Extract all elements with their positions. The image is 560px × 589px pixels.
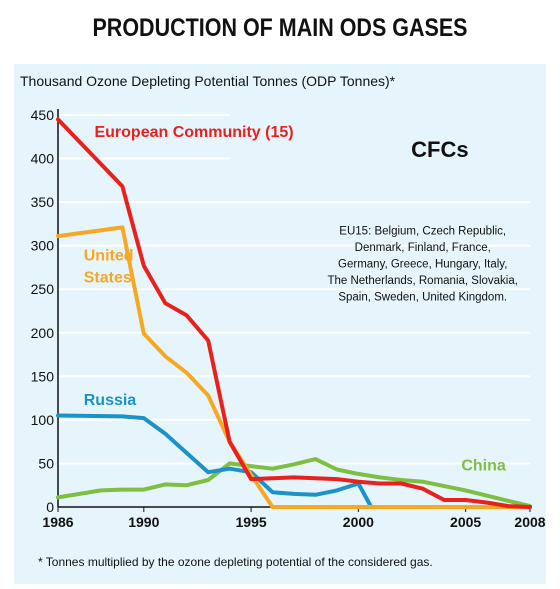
annotation-eu15-line: EU15: Belgium, Czech Republic, — [339, 225, 506, 237]
x-tick-label: 1986 — [42, 514, 73, 530]
series-line-russia — [56, 413, 532, 509]
x-tick-label: 2008 — [514, 514, 545, 530]
annotation-cfcs: CFCs — [411, 137, 468, 162]
y-tick-label: 450 — [31, 107, 55, 123]
annotation-eu15-line: Denmark, Finland, France, — [355, 242, 491, 254]
x-tick-label: 2005 — [450, 514, 481, 530]
y-tick-label: 350 — [31, 194, 55, 210]
x-tick-label: 1990 — [128, 514, 159, 530]
series-label-china: China — [461, 457, 506, 474]
series-label-united-states-line2: States — [84, 269, 132, 286]
y-tick-label: 200 — [31, 325, 55, 341]
annotation-eu15-line: Germany, Greece, Hungary, Italy, — [338, 258, 507, 270]
series-label-russia: Russia — [84, 392, 137, 409]
x-tick-label: 1995 — [236, 514, 267, 530]
series-label-european-community: European Community (15) — [94, 124, 293, 141]
y-tick-label: 300 — [31, 238, 55, 254]
chart-svg: Thousand Ozone Depleting Potential Tonne… — [20, 73, 546, 530]
series-label-united-states-line1: United — [84, 247, 134, 264]
series-line-european-community-15 — [56, 117, 532, 509]
y-tick-label: 50 — [38, 455, 54, 471]
chart-title: PRODUCTION OF MAIN ODS GASES — [92, 14, 468, 42]
annotation-eu15-line: Spain, Sweden, United Kingdom. — [338, 291, 507, 303]
y-tick-label: 400 — [31, 151, 55, 167]
footnote: * Tonnes multiplied by the ozone depleti… — [38, 555, 433, 569]
series-line-china — [56, 457, 532, 509]
y-tick-label: 0 — [46, 499, 54, 515]
x-tick-label: 2000 — [343, 514, 374, 530]
y-tick-label: 100 — [31, 412, 55, 428]
series-line-united-states — [56, 225, 532, 509]
y-axis-label: Thousand Ozone Depleting Potential Tonne… — [20, 73, 396, 89]
y-tick-label: 150 — [31, 368, 55, 384]
y-tick-label: 250 — [31, 281, 55, 297]
chart-panel: Thousand Ozone Depleting Potential Tonne… — [14, 64, 546, 584]
annotation-eu15-line: The Netherlands, Romania, Slovakia, — [327, 275, 518, 287]
